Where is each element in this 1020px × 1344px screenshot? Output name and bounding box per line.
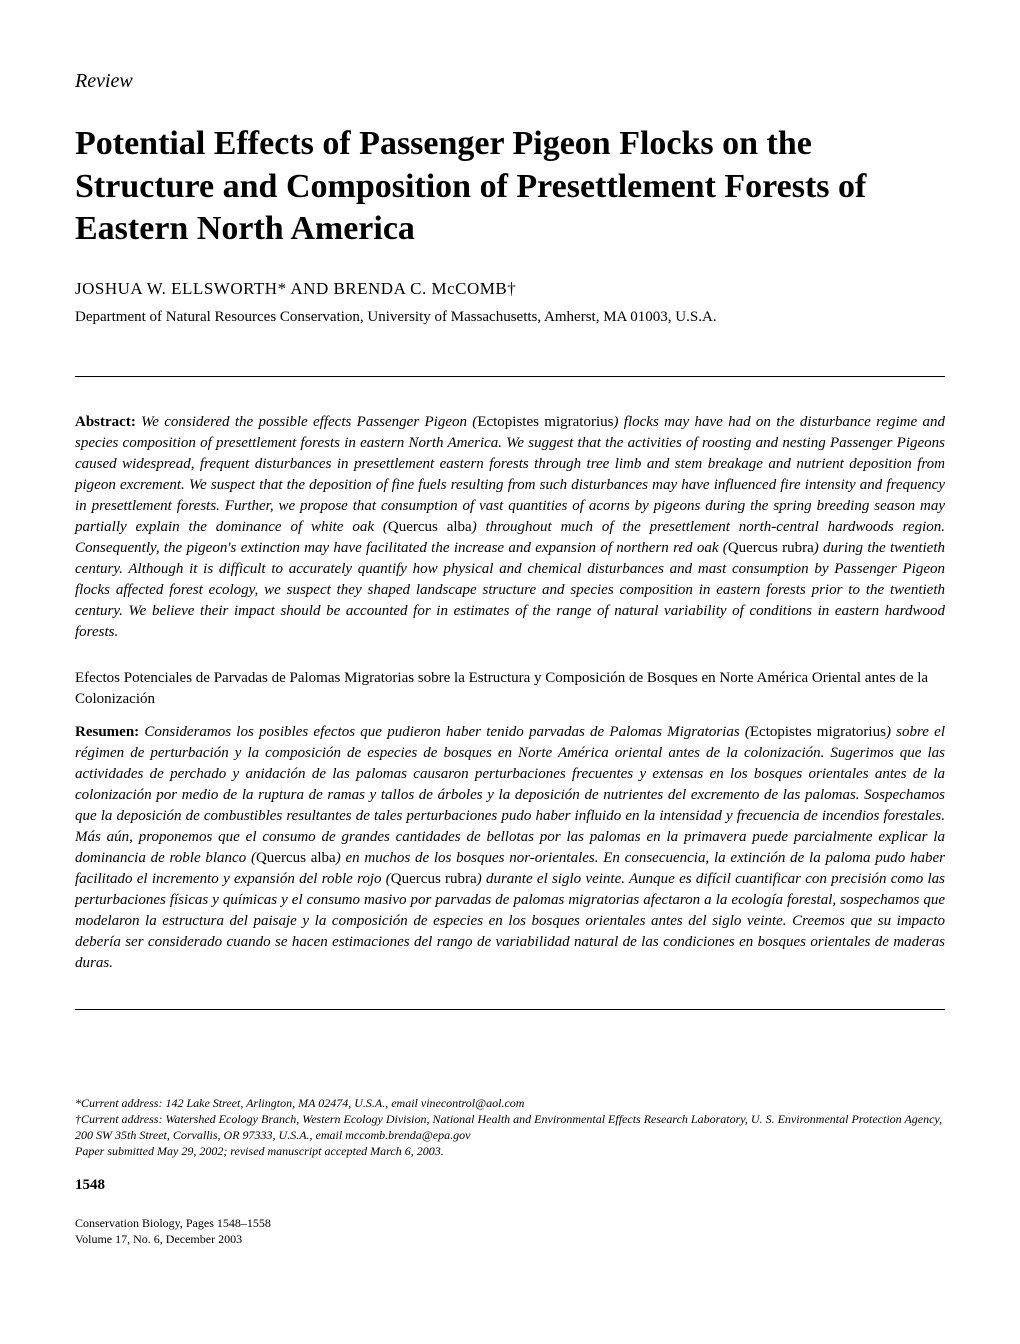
species-name-2: Quercus alba bbox=[388, 519, 472, 535]
divider-top bbox=[75, 376, 945, 377]
footnotes: *Current address: 142 Lake Street, Arlin… bbox=[75, 1095, 945, 1160]
journal-line-2: Volume 17, No. 6, December 2003 bbox=[75, 1232, 945, 1248]
species-name-r1: Ectopistes migratorius bbox=[750, 724, 886, 740]
abstract-text-2: ) flocks may have had on the disturbance… bbox=[75, 414, 945, 535]
species-name-3: Quercus rubra bbox=[728, 540, 814, 556]
resumen-text-1: Consideramos los posibles efectos que pu… bbox=[139, 724, 750, 740]
abstract-section: Abstract: We considered the possible eff… bbox=[75, 412, 945, 643]
abstract-label: Abstract: bbox=[75, 414, 136, 430]
review-label: Review bbox=[75, 70, 945, 93]
species-name-r3: Quercus rubra bbox=[391, 871, 477, 887]
affiliation: Department of Natural Resources Conserva… bbox=[75, 309, 945, 326]
footnote-1: *Current address: 142 Lake Street, Arlin… bbox=[75, 1095, 945, 1111]
footnote-3: Paper submitted May 29, 2002; revised ma… bbox=[75, 1143, 945, 1159]
abstract-paragraph: Abstract: We considered the possible eff… bbox=[75, 412, 945, 643]
abstract-text-1: We considered the possible effects Passe… bbox=[136, 414, 477, 430]
species-name-r2: Quercus alba bbox=[256, 850, 336, 866]
resumen-label: Resumen: bbox=[75, 724, 139, 740]
resumen-paragraph: Resumen: Consideramos los posibles efect… bbox=[75, 722, 945, 974]
resumen-section: Resumen: Consideramos los posibles efect… bbox=[75, 722, 945, 974]
authors: JOSHUA W. ELLSWORTH* AND BRENDA C. McCOM… bbox=[75, 279, 945, 299]
resumen-text-2: ) sobre el régimen de perturbación y la … bbox=[75, 724, 945, 866]
journal-footer: Conservation Biology, Pages 1548–1558 Vo… bbox=[75, 1216, 945, 1247]
footnote-2: †Current address: Watershed Ecology Bran… bbox=[75, 1111, 945, 1143]
page-number: 1548 bbox=[75, 1177, 945, 1194]
article-title: Potential Effects of Passenger Pigeon Fl… bbox=[75, 123, 945, 251]
species-name-1: Ectopistes migratorius bbox=[477, 414, 613, 430]
divider-bottom bbox=[75, 1009, 945, 1010]
spanish-title: Efectos Potenciales de Parvadas de Palom… bbox=[75, 668, 945, 710]
journal-line-1: Conservation Biology, Pages 1548–1558 bbox=[75, 1216, 945, 1232]
